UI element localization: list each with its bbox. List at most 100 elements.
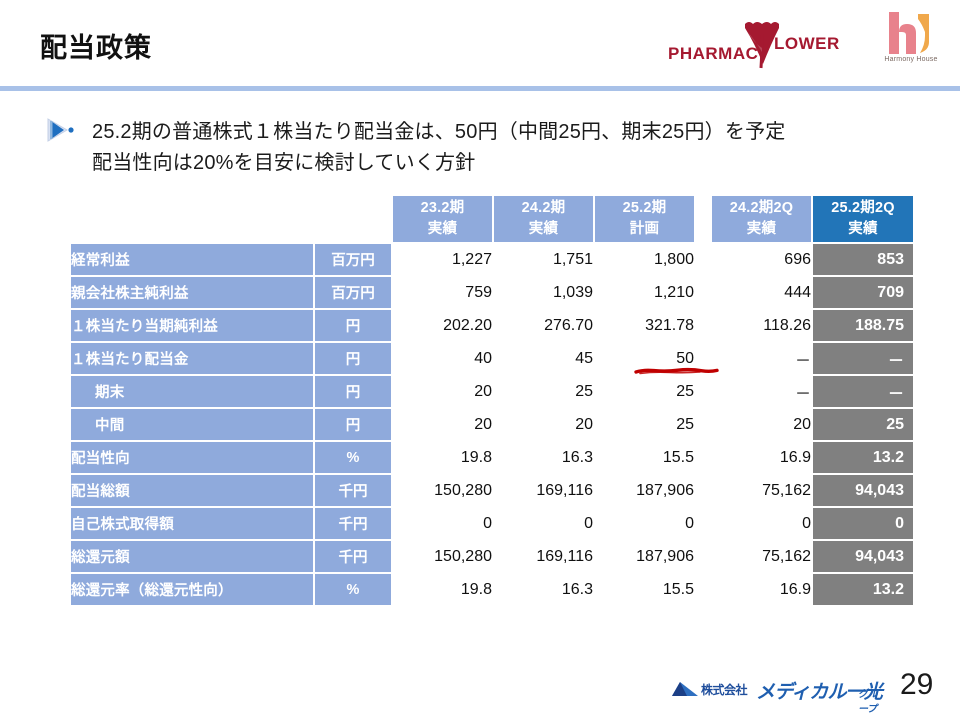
row-label: 親会社株主純利益 — [71, 277, 313, 308]
row-label: １株当たり配当金 — [71, 343, 313, 374]
company-name: メディカル一光 — [756, 682, 883, 703]
cell-value: 187,906 — [595, 541, 694, 572]
row-unit: 千円 — [315, 475, 391, 506]
tulip-icon — [745, 22, 779, 69]
row-label: 中間 — [71, 409, 313, 440]
cell-value: 0 — [393, 508, 492, 539]
cell-value: 19.8 — [393, 442, 492, 473]
row-unit: 円 — [315, 376, 391, 407]
column-header-line2: 計画 — [629, 221, 660, 237]
cell-value: 16.3 — [494, 442, 593, 473]
cell-value: 187,906 — [595, 475, 694, 506]
column-header-line1: 25.2期 — [622, 200, 667, 216]
row-label: 総還元率（総還元性向） — [71, 574, 313, 605]
cell-value: 16.9 — [712, 442, 811, 473]
column-header-line2: 実績 — [848, 221, 878, 237]
cell-value: 15.5 — [595, 442, 694, 473]
pharmacy-logo-word-right: LOWER — [774, 34, 840, 53]
cell-value: 0 — [595, 508, 694, 539]
cell-value-highlighted: － — [813, 376, 913, 407]
table-row: １株当たり当期純利益円 202.20 276.70 321.78 118.26 188.7… — [71, 310, 913, 341]
column-header-line1: 24.2期 — [521, 200, 566, 216]
cell-value: 150,280 — [393, 541, 492, 572]
cell-value: 16.9 — [712, 574, 811, 605]
cell-gap — [696, 343, 710, 374]
pharmacy-flower-logo: PHARMAC LOWER — [668, 16, 848, 72]
mountain-mark-icon — [672, 682, 698, 696]
cell-value: 75,162 — [712, 475, 811, 506]
cell-value: － — [712, 343, 811, 374]
cell-value: 1,751 — [494, 244, 593, 275]
column-header-fy23-actual: 23.2期 実績 — [393, 196, 492, 242]
pharmacy-logo-word-left: PHARMAC — [668, 44, 759, 63]
cell-gap — [696, 541, 710, 572]
cell-value: 759 — [393, 277, 492, 308]
cell-value: 1,800 — [595, 244, 694, 275]
cell-value: 20 — [393, 376, 492, 407]
column-header-line2: 実績 — [427, 221, 458, 237]
cell-value: 1,227 — [393, 244, 492, 275]
cell-value: 19.8 — [393, 574, 492, 605]
header-gap — [696, 196, 710, 242]
cell-value: 202.20 — [393, 310, 492, 341]
cell-value: 45 — [494, 343, 593, 374]
row-label: 自己株式取得額 — [71, 508, 313, 539]
cell-value-highlighted: 709 — [813, 277, 913, 308]
row-label: 配当性向 — [71, 442, 313, 473]
cell-gap — [696, 508, 710, 539]
table-row: 自己株式取得額 千円 0 0 0 0 0 — [71, 508, 913, 539]
cell-value: 696 — [712, 244, 811, 275]
cell-value: － — [712, 376, 811, 407]
cell-gap — [696, 310, 710, 341]
header-label-blank — [71, 196, 313, 242]
cell-value-highlighted: 188.75 — [813, 310, 913, 341]
row-label: 期末 — [71, 376, 313, 407]
cell-gap — [696, 574, 710, 605]
cell-value: 0 — [494, 508, 593, 539]
column-header-fy24-2q-actual: 24.2期2Q 実績 — [712, 196, 811, 242]
row-unit: 千円 — [315, 541, 391, 572]
table-header-row: 23.2期 実績 24.2期 実績 25.2期 計画 24.2期2Q 実績 2 — [71, 196, 913, 242]
column-header-fy25-2q-actual: 25.2期2Q 実績 — [813, 196, 913, 242]
table-row: １株当たり配当金円 40 45 50 －－ — [71, 343, 913, 374]
cell-value-highlighted: 94,043 — [813, 541, 913, 572]
harmony-house-logo: Harmony House — [878, 12, 944, 74]
cell-value: 276.70 — [494, 310, 593, 341]
cell-value: 1,210 — [595, 277, 694, 308]
harmony-house-h-icon — [889, 12, 929, 54]
row-unit: 円 — [315, 343, 391, 374]
cell-value-highlighted: 25 — [813, 409, 913, 440]
cell-value-highlighted: 853 — [813, 244, 913, 275]
cell-value: 25 — [494, 376, 593, 407]
table-row: 総還元額 千円 150,280 169,116 187,906 75,162 94,043 — [71, 541, 913, 572]
dividend-policy-table: 23.2期 実績 24.2期 実績 25.2期 計画 24.2期2Q 実績 2 — [69, 194, 913, 607]
cell-value: 444 — [712, 277, 811, 308]
company-footer-logo: 株式会社 メディカル一光 グループ — [672, 676, 884, 715]
column-header-line2: 実績 — [746, 221, 777, 237]
harmony-house-caption: Harmony House — [884, 56, 938, 63]
table-row: 配当性向% 19.8 16.3 15.5 16.9 13.2 — [71, 442, 913, 473]
cell-value: 0 — [712, 508, 811, 539]
cell-gap — [696, 277, 710, 308]
table-row: 親会社株主純利益 百万円 759 1,039 1,210 444 709 — [71, 277, 913, 308]
row-label: 総還元額 — [71, 541, 313, 572]
table-row: 総還元率（総還元性向）% 19.8 16.3 15.5 16.9 13.2 — [71, 574, 913, 605]
cell-gap — [696, 244, 710, 275]
column-header-line1: 24.2期2Q — [729, 200, 794, 216]
cell-gap — [696, 376, 710, 407]
cell-value: 50 — [595, 343, 694, 374]
column-header-line2: 実績 — [528, 221, 559, 237]
page-title: 配当政策 — [40, 33, 152, 63]
table-row: 期末円 20 25 25 －－ — [71, 376, 913, 407]
row-unit: % — [315, 574, 391, 605]
cell-value-highlighted: 0 — [813, 508, 913, 539]
play-triangle-bullet-icon — [47, 118, 74, 142]
column-header-line1: 25.2期2Q — [831, 200, 895, 216]
cell-value: 25 — [595, 409, 694, 440]
cell-value: 20 — [393, 409, 492, 440]
table-row: 配当総額 千円 150,280 169,116 187,906 75,162 94,043 — [71, 475, 913, 506]
row-label: １株当たり当期純利益 — [71, 310, 313, 341]
row-unit: 千円 — [315, 508, 391, 539]
cell-value: 25 — [595, 376, 694, 407]
table-body: 経常利益 百万円 1,227 1,751 1,800 696 853 親会社株主純利益 百万円 7… — [71, 244, 913, 605]
